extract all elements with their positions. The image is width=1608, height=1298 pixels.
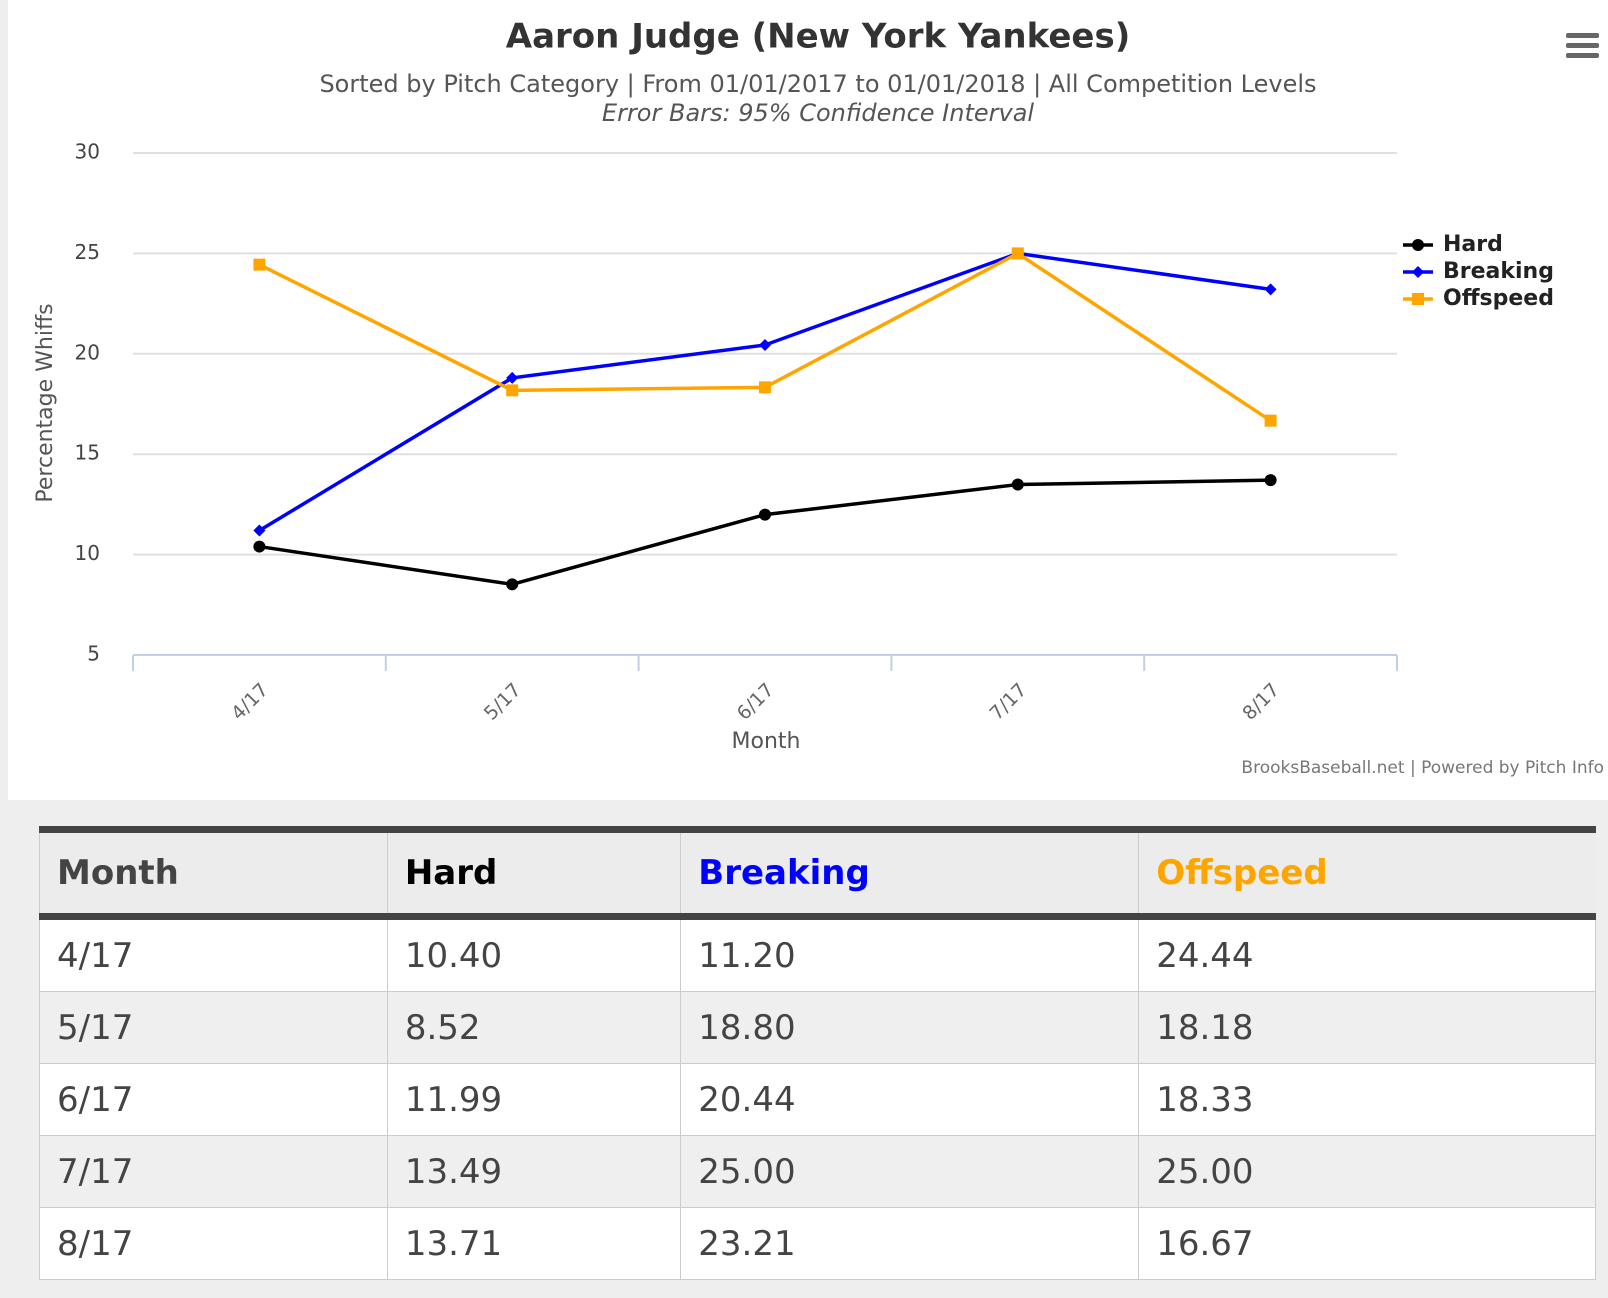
- legend-label: Breaking: [1443, 259, 1554, 284]
- table-cell: 13.49: [386, 1135, 682, 1208]
- data-point: [1264, 474, 1277, 487]
- data-point: [253, 524, 266, 537]
- table-cell: 25.00: [680, 1135, 1140, 1208]
- y-tick-label: 15: [75, 441, 100, 465]
- table-cell: 5/17: [39, 991, 388, 1064]
- table-cell: 18.33: [1138, 1063, 1596, 1136]
- y-tick-label: 30: [75, 140, 100, 164]
- table-cell: 10.40: [386, 916, 682, 992]
- data-point: [1264, 414, 1277, 427]
- y-tick-label: 5: [87, 642, 100, 666]
- data-point: [506, 384, 519, 397]
- table-cell: 6/17: [39, 1063, 388, 1136]
- data-point: [1011, 247, 1024, 260]
- table-cell: 16.67: [1138, 1207, 1596, 1280]
- credit: BrooksBaseball.net | Powered by Pitch In…: [1241, 758, 1604, 778]
- table-cell: 13.71: [386, 1207, 682, 1280]
- legend-label: Hard: [1443, 232, 1503, 257]
- table-cell: 11.99: [386, 1063, 682, 1136]
- data-point: [1264, 283, 1277, 296]
- table-cell: 23.21: [680, 1207, 1140, 1280]
- chart-title: Aaron Judge (New York Yankees): [506, 17, 1130, 57]
- chart-subtitle: Sorted by Pitch Category | From 01/01/20…: [319, 70, 1316, 98]
- chart-note: Error Bars: 95% Confidence Interval: [602, 99, 1035, 127]
- data-table: Month Hard Breaking Offspeed 4/17 10.40 11.20 2…: [39, 826, 1596, 1280]
- table-header-cell: Hard: [386, 826, 681, 920]
- chart-background: [8, 0, 1608, 800]
- y-tick-label: 20: [75, 340, 100, 364]
- data-point: [506, 578, 519, 591]
- y-tick-label: 25: [75, 240, 100, 264]
- data-point: [759, 338, 771, 351]
- table-header-cell: Month: [39, 826, 388, 920]
- data-point: [759, 381, 771, 394]
- table-header-cell: Offspeed: [1138, 826, 1596, 920]
- table-cell: 7/17: [39, 1135, 388, 1208]
- table-cell: 8.52: [386, 991, 682, 1064]
- data-point: [253, 258, 266, 271]
- menu-icon[interactable]: [1566, 33, 1599, 58]
- table-row: 6/17 11.99 20.44 18.33: [39, 1063, 1596, 1136]
- data-point: [759, 508, 771, 521]
- table-cell: 11.20: [680, 916, 1140, 992]
- data-point: [1011, 478, 1024, 491]
- table-header-cell: Breaking: [680, 826, 1139, 920]
- legend-marker: [1412, 239, 1424, 251]
- table-row: 7/17 13.49 25.00 25.00: [39, 1135, 1596, 1208]
- x-axis-title: Month: [732, 729, 801, 754]
- table-cell: 18.80: [680, 991, 1140, 1064]
- y-axis-title: Percentage Whiffs: [33, 303, 58, 502]
- table-cell: 24.44: [1138, 916, 1596, 992]
- table-cell: 18.18: [1138, 991, 1596, 1064]
- chart: Aaron Judge (New York Yankees) Sorted by…: [8, 0, 1608, 800]
- table-row: 8/17 13.71 23.21 16.67: [39, 1207, 1596, 1280]
- legend-label: Offspeed: [1443, 286, 1554, 311]
- legend-marker: [1412, 266, 1424, 278]
- table-cell: 25.00: [1138, 1135, 1596, 1208]
- legend-marker: [1412, 293, 1424, 305]
- y-tick-label: 10: [75, 541, 100, 565]
- table-cell: 4/17: [39, 916, 388, 992]
- data-point: [506, 371, 519, 384]
- table-cell: 8/17: [39, 1207, 388, 1280]
- data-point: [253, 540, 266, 553]
- table-row: 4/17 10.40 11.20 24.44: [39, 916, 1596, 992]
- table-cell: 20.44: [680, 1063, 1140, 1136]
- table-row: 5/17 8.52 18.80 18.18: [39, 991, 1596, 1064]
